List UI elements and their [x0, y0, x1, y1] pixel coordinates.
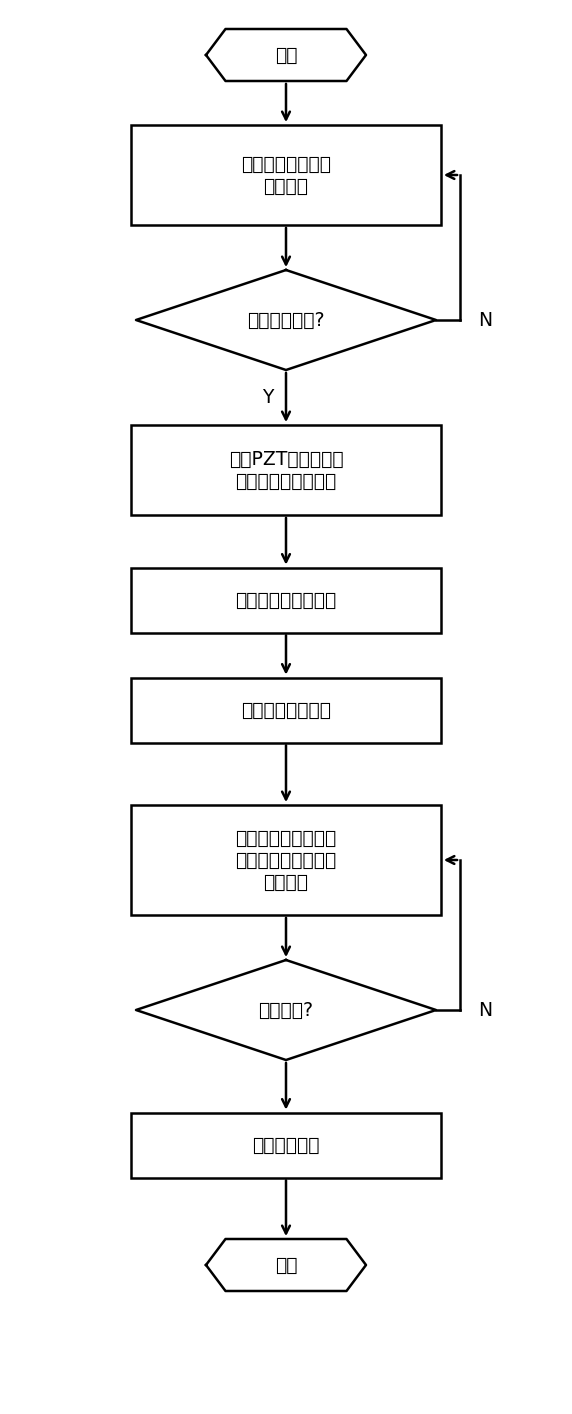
Text: N: N: [478, 1001, 492, 1019]
Text: 启动宽带红外光源: 启动宽带红外光源: [241, 700, 331, 720]
Text: 关闭相关模块: 关闭相关模块: [252, 1135, 320, 1154]
Text: 停止测量?: 停止测量?: [259, 1001, 313, 1019]
Bar: [131, 426, 441, 515]
Bar: [131, 124, 441, 225]
Bar: [131, 1113, 441, 1178]
Text: 同步采样二次谐波信
号，计算谐波幅值与
气体浓度: 同步采样二次谐波信 号，计算谐波幅值与 气体浓度: [235, 829, 337, 891]
Text: 结束: 结束: [275, 1256, 297, 1274]
Bar: [131, 805, 441, 915]
Text: 打开气泵、设置压
力控制器: 打开气泵、设置压 力控制器: [241, 154, 331, 195]
Text: 开始: 开始: [275, 45, 297, 65]
Bar: [131, 677, 441, 742]
Text: 压力控制正常?: 压力控制正常?: [247, 311, 325, 329]
Text: 设置锁相放大器参数: 设置锁相放大器参数: [235, 591, 337, 609]
Text: 设置PZT的扫描与调
制信号产生电路参数: 设置PZT的扫描与调 制信号产生电路参数: [229, 450, 343, 491]
Text: Y: Y: [263, 387, 273, 407]
Bar: [131, 567, 441, 632]
Text: N: N: [478, 311, 492, 329]
